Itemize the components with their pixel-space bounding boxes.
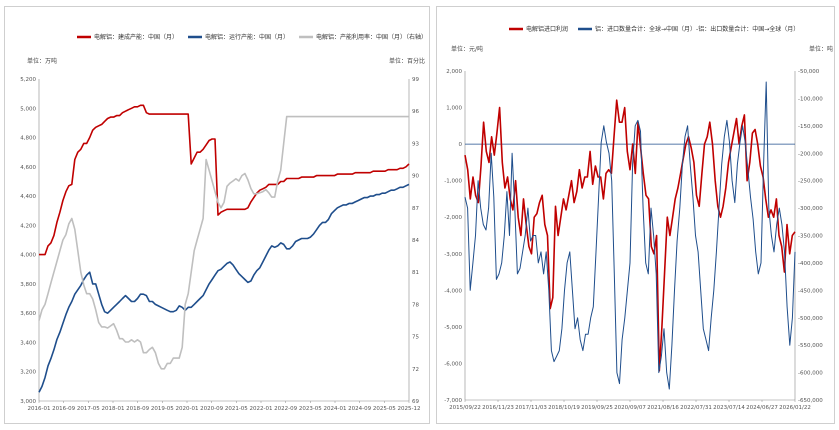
right-tick-label: -500,000 xyxy=(798,316,823,322)
x-tick-label: 2020/09/07 xyxy=(614,405,646,411)
x-tick-label: 2022/07/31 xyxy=(680,405,712,411)
left-tick-label: 5,000 xyxy=(20,106,36,112)
x-tick-label: 2022-09 xyxy=(274,406,297,412)
left-tick-label: -1,000 xyxy=(444,179,462,185)
left-tick-label: 2,000 xyxy=(446,69,462,75)
right-tick-label: 96 xyxy=(412,109,419,115)
right-axis-unit: 单位：吨 xyxy=(809,45,833,53)
left-tick-label: 3,200 xyxy=(20,370,36,376)
x-tick-label: 2017-05 xyxy=(77,406,100,412)
left-tick-label: -4,000 xyxy=(444,288,462,294)
right-tick-label: -650,000 xyxy=(798,398,823,404)
right-tick-label: 75 xyxy=(412,335,419,341)
right-tick-label: 84 xyxy=(412,238,419,244)
x-tick-label: 2016/11/23 xyxy=(482,405,514,411)
series-line-1 xyxy=(464,81,796,390)
right-tick-label: 93 xyxy=(412,141,419,147)
legend-label-1: 电解铝：运行产能：中国（月） xyxy=(205,33,289,41)
right-tick-label: -350,000 xyxy=(798,234,823,240)
left-chart: 电解铝：建成产能：中国（月） 电解铝：运行产能：中国（月） 电解铝：产能利用率：中国… xyxy=(20,33,427,412)
right-chart: 电解铝进口利润 铝：进口数量合计：全球→中国（月）-铝：出口数量合计：中国→全球（… xyxy=(444,25,833,411)
x-tick-label: 2024/06/27 xyxy=(746,405,778,411)
right-tick-label: -400,000 xyxy=(798,261,823,267)
right-tick-label: -150,000 xyxy=(798,124,823,130)
right-tick-label: 87 xyxy=(412,206,419,212)
series-line-1 xyxy=(38,183,410,393)
left-tick-label: 4,200 xyxy=(20,223,36,229)
x-tick-label: 2018-09 xyxy=(126,406,149,412)
x-tick-label: 2026/01/22 xyxy=(779,405,811,411)
right-chart-panel: 电解铝进口利润 铝：进口数量合计：全球→中国（月）-铝：出口数量合计：中国→全球（… xyxy=(436,6,835,424)
left-tick-label: 0 xyxy=(459,142,463,148)
right-tick-label: -50,000 xyxy=(798,69,820,75)
legend-label-1: 铝：进口数量合计：全球→中国（月）-铝：出口数量合计：中国→全球（月） xyxy=(595,25,799,33)
left-tick-label: -7,000 xyxy=(444,398,462,404)
series-line-0 xyxy=(39,104,410,256)
x-tick-label: 2016-01 xyxy=(28,406,51,412)
right-tick-label: 81 xyxy=(412,270,419,276)
x-tick-label: 2020-01 xyxy=(176,406,199,412)
x-tick-label: 2015/09/22 xyxy=(449,405,481,411)
right-tick-label: -250,000 xyxy=(798,179,823,185)
left-chart-panel: 电解铝：建成产能：中国（月） 电解铝：运行产能：中国（月） 电解铝：产能利用率：中国… xyxy=(4,6,430,424)
legend-label-2: 电解铝：产能利用率：中国（月）（右轴） xyxy=(316,33,427,41)
right-tick-label: 78 xyxy=(412,302,419,308)
x-tick-label: 2024-01 xyxy=(324,406,347,412)
left-tick-label: -2,000 xyxy=(444,215,462,221)
left-tick-label: -5,000 xyxy=(444,325,462,331)
x-tick-label: 2018-01 xyxy=(102,406,125,412)
legend-label-0: 电解铝：建成产能：中国（月） xyxy=(94,33,178,41)
right-tick-label: -300,000 xyxy=(798,206,823,212)
right-tick-label: -450,000 xyxy=(798,288,823,294)
right-tick-label: 69 xyxy=(412,399,419,405)
left-tick-label: 4,600 xyxy=(20,165,36,171)
x-tick-label: 2024-09 xyxy=(348,406,371,412)
left-tick-label: 3,800 xyxy=(20,282,36,288)
right-tick-label: 99 xyxy=(412,77,419,83)
x-tick-label: 2022-01 xyxy=(250,406,273,412)
right-tick-label: -550,000 xyxy=(798,343,823,349)
left-tick-label: 4,800 xyxy=(20,136,36,142)
x-tick-label: 2020-09 xyxy=(200,406,223,412)
x-tick-label: 2021/08/16 xyxy=(647,405,679,411)
x-tick-label: 2019-05 xyxy=(151,406,174,412)
right-axis-unit: 单位：百分比 xyxy=(389,57,425,65)
x-tick-label: 2021-05 xyxy=(225,406,248,412)
x-tick-label: 2018/10/19 xyxy=(548,405,580,411)
right-tick-label: 72 xyxy=(412,367,419,373)
left-tick-label: 3,600 xyxy=(20,311,36,317)
right-tick-label: -100,000 xyxy=(798,96,823,102)
left-tick-label: 5,200 xyxy=(20,77,36,83)
right-tick-label: 90 xyxy=(412,174,419,180)
x-tick-label: 2017/11/03 xyxy=(515,405,547,411)
legend-label-0: 电解铝进口利润 xyxy=(526,25,568,33)
left-tick-label: 1,000 xyxy=(446,106,462,112)
left-tick-label: -3,000 xyxy=(444,252,462,258)
series-line-0 xyxy=(464,99,796,372)
left-tick-label: 3,400 xyxy=(20,340,36,346)
left-tick-label: 4,000 xyxy=(20,253,36,259)
left-tick-label: -6,000 xyxy=(444,361,462,367)
x-tick-label: 2016-09 xyxy=(52,406,75,412)
right-tick-label: -600,000 xyxy=(798,371,823,377)
series-line-2 xyxy=(38,115,409,370)
left-tick-label: 3,000 xyxy=(20,399,36,405)
x-tick-label: 2023-05 xyxy=(299,406,322,412)
left-axis-unit: 单位：元/吨 xyxy=(451,45,483,53)
right-tick-label: -200,000 xyxy=(798,151,823,157)
left-tick-label: 4,400 xyxy=(20,194,36,200)
left-axis-unit: 单位：万吨 xyxy=(27,57,57,65)
x-tick-label: 2025-05 xyxy=(373,406,396,412)
x-tick-label: 2025-12 xyxy=(398,406,421,412)
x-tick-label: 2019/09/25 xyxy=(581,405,613,411)
x-tick-label: 2023/07/14 xyxy=(713,405,745,411)
